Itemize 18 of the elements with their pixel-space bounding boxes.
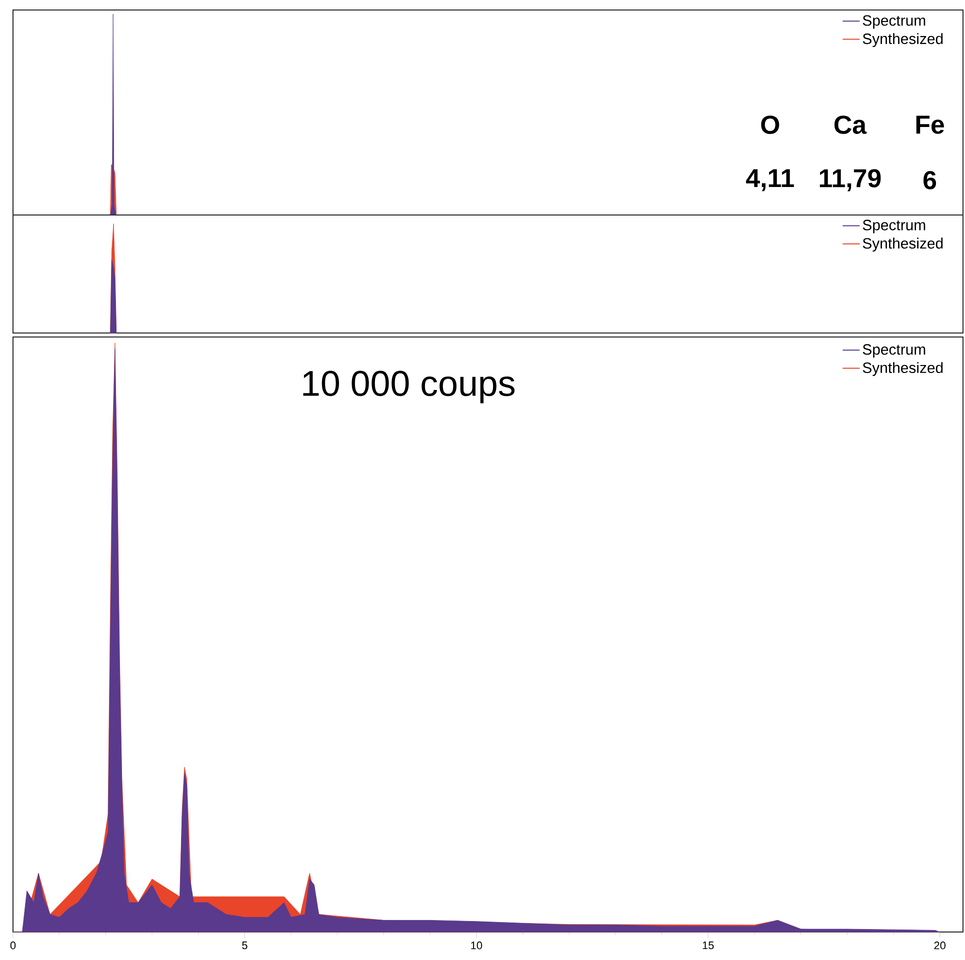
legend-label: Spectrum — [862, 15, 926, 29]
legend-label: Spectrum — [862, 344, 926, 358]
legend-label: Synthesized — [862, 33, 943, 48]
annotation: 4,11 — [746, 169, 794, 192]
annotation: Fe — [916, 116, 944, 134]
x-tick-label: 0 — [10, 942, 16, 950]
legend-label: Synthesized — [862, 362, 943, 376]
x-tick-label: 20 — [934, 942, 946, 950]
legend-label: Synthesized — [862, 238, 943, 252]
legend-label: Spectrum — [862, 220, 926, 234]
x-tick-label: 15 — [702, 942, 714, 950]
annotation: 11,79 — [820, 169, 881, 192]
x-tick-label: 5 — [242, 942, 248, 950]
annotation: 6 — [924, 170, 936, 190]
x-tick-label: 10 — [471, 942, 482, 950]
annotation: 10 000 coups — [303, 370, 515, 404]
annotation: O — [761, 116, 780, 134]
annotation: Ca — [834, 116, 867, 134]
